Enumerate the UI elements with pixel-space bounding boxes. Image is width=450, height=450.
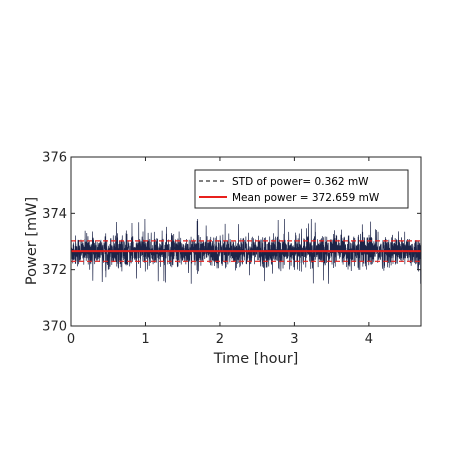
series-layer — [71, 218, 421, 284]
legend-std-label: STD of power= 0.362 mW — [232, 176, 369, 188]
y-tick-label: 370 — [42, 320, 67, 335]
axes — [70, 156, 422, 327]
legend: STD of power= 0.362 mW Mean power = 372.… — [194, 169, 409, 209]
y-tick-label: 374 — [42, 207, 67, 222]
legend-mean-label: Mean power = 372.659 mW — [232, 192, 380, 204]
x-tick-label: 4 — [365, 332, 373, 347]
x-tick-label: 0 — [67, 332, 75, 347]
y-axis-label: Power [mW] — [24, 197, 40, 285]
legend-box — [194, 169, 409, 209]
x-tick-label: 1 — [141, 332, 149, 347]
axes-frame — [70, 156, 422, 327]
y-tick-label: 372 — [42, 263, 67, 278]
ticks: 0 1 2 3 4 370 372 374 376 — [42, 151, 421, 347]
x-tick-label: 3 — [290, 332, 298, 347]
x-axis-label: Time [hour] — [213, 351, 299, 367]
y-tick-label: 376 — [42, 151, 67, 166]
x-tick-label: 2 — [216, 332, 224, 347]
